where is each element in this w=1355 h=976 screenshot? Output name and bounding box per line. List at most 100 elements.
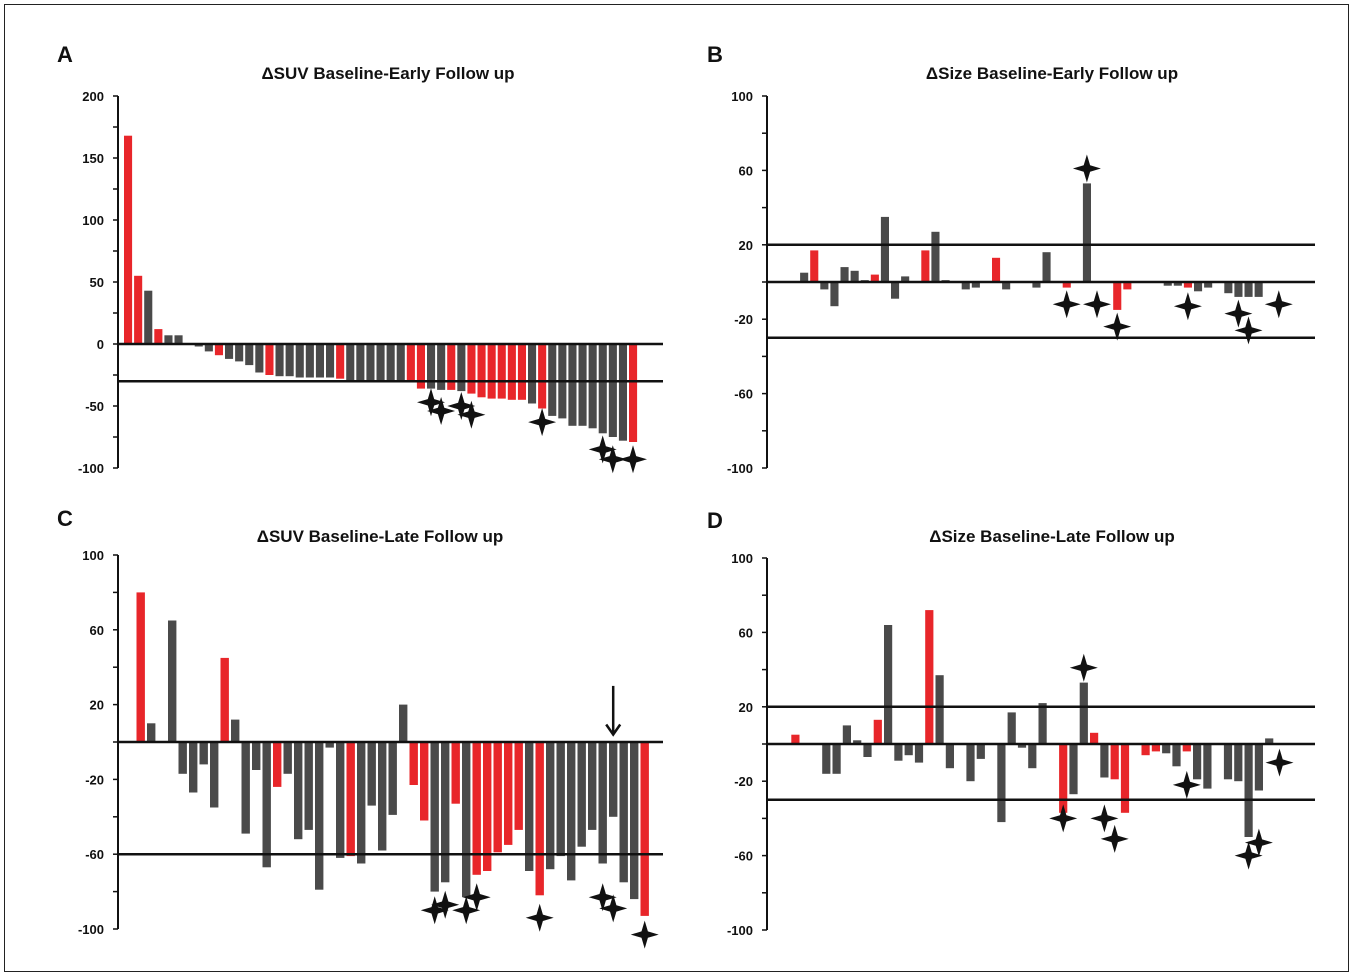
bar-b-38 [1173,282,1182,286]
bar-c-25 [388,742,397,815]
bar-c-33 [472,742,481,875]
bar-b-1 [800,272,809,282]
star-marker-d-7 [1265,748,1294,777]
star-marker-c-2 [452,896,481,925]
bar-c-17 [304,742,313,830]
bar-c-48 [630,742,639,900]
tick-label-c-5: -100 [78,922,104,937]
tick-label-a-0: 200 [82,89,104,104]
bar-b-17 [961,282,970,290]
panel-label-b: B [707,42,723,67]
bar-b-6 [850,270,859,282]
bar-c-13 [262,742,271,868]
bar-a-44 [568,344,577,426]
star-marker-b-0 [1052,290,1081,319]
bar-c-44 [588,742,597,830]
bar-b-5 [840,267,849,282]
bar-a-15 [275,344,284,377]
bar-b-4 [830,282,839,307]
star-marker-c-3 [462,883,491,912]
bar-c-26 [399,704,408,742]
star-marker-c-4 [525,903,554,932]
tick-label-c-3: -20 [85,772,104,787]
tick-label-d-1: 60 [739,625,753,640]
tick-label-d-4: -60 [734,849,753,864]
bar-d-8 [863,744,872,757]
bar-c-49 [640,742,649,916]
bar-a-49 [618,344,627,441]
bar-d-47 [1265,738,1274,744]
bar-d-5 [832,744,841,774]
star-marker-b-1 [1072,154,1101,183]
bar-a-39 [517,344,526,400]
bar-a-31 [437,344,446,390]
panel-title-c: ΔSUV Baseline-Late Follow up [257,527,503,546]
star-marker-b-6 [1234,316,1263,345]
star-marker-c-5 [588,883,617,912]
bar-d-46 [1254,744,1263,791]
panel-title-d: ΔSize Baseline-Late Follow up [929,527,1175,546]
bar-c-15 [283,742,292,774]
bar-a-8 [204,344,213,352]
bar-d-33 [1120,744,1130,813]
bar-c-45 [598,742,607,864]
bar-a-12 [245,344,254,366]
star-marker-b-3 [1103,312,1132,341]
bar-d-24 [1028,744,1037,769]
bar-a-10 [225,344,234,359]
bar-a-13 [255,344,264,373]
star-marker-c-7 [630,920,659,949]
bar-c-38 [525,742,534,871]
bar-d-41 [1203,744,1212,789]
bar-a-4 [164,335,173,344]
bar-b-32 [1113,282,1122,310]
bar-b-11 [901,276,910,282]
bar-c-23 [367,742,376,806]
bar-a-41 [538,344,547,409]
bar-a-18 [305,344,314,378]
bar-a-48 [608,344,617,437]
bar-d-23 [1017,744,1027,748]
bar-d-15 [935,675,944,744]
bar-d-44 [1234,744,1243,782]
bar-a-16 [285,344,294,377]
bar-a-23 [356,344,365,382]
bar-b-24 [1032,282,1041,288]
bar-c-27 [409,742,418,785]
bar-c-34 [483,742,492,871]
bar-a-21 [336,344,345,379]
bar-c-37 [514,742,523,830]
bar-d-36 [1151,744,1160,752]
bar-b-46 [1254,282,1263,297]
bar-d-21 [997,744,1006,823]
tick-label-a-1: 150 [82,151,104,166]
bar-a-40 [528,344,537,404]
bar-c-39 [535,742,544,896]
bar-a-35 [477,344,486,398]
tick-label-c-4: -60 [85,847,104,862]
bar-d-4 [822,744,831,774]
bar-b-8 [870,274,879,282]
bar-a-11 [235,344,244,362]
bar-c-24 [378,742,387,851]
arrow-icon-head-c-0 [605,723,622,737]
star-marker-c-6 [599,894,628,923]
bar-a-45 [578,344,587,426]
panel-title-a: ΔSUV Baseline-Early Follow up [261,64,514,83]
bar-d-45 [1244,744,1253,837]
bar-a-20 [326,344,335,378]
bar-c-2 [147,723,156,742]
bar-d-10 [884,625,893,744]
star-marker-d-2 [1090,804,1119,833]
star-marker-d-3 [1100,824,1129,853]
bar-a-50 [629,344,638,442]
bar-b-9 [880,216,889,282]
bar-c-10 [231,719,240,742]
bar-b-41 [1204,282,1213,288]
bar-a-33 [457,344,466,392]
bar-b-43 [1224,282,1233,294]
tick-label-a-2: 100 [82,213,104,228]
panel-label-a: A [57,42,73,67]
bar-d-7 [853,740,862,744]
bar-b-37 [1163,282,1172,286]
